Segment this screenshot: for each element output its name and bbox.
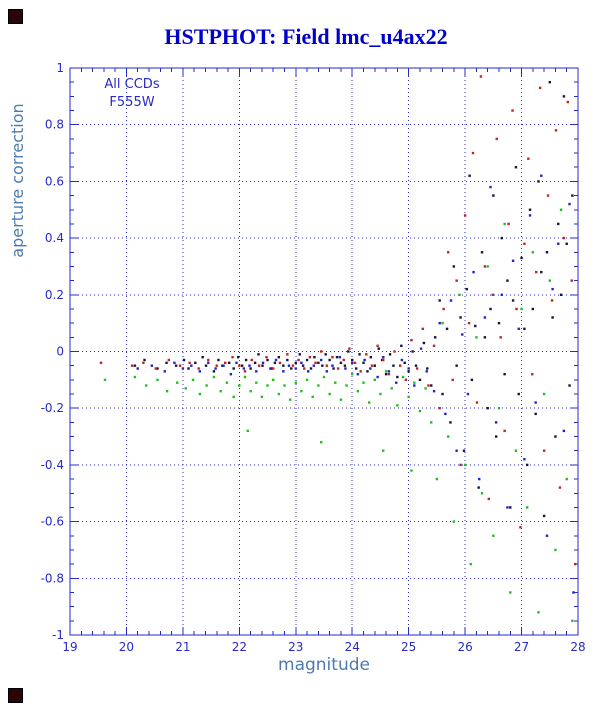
annotation-filter-f555w: F555W (109, 95, 155, 110)
series-ccd-blue (136, 174, 575, 594)
x-tick-label: 20 (119, 640, 134, 654)
y-tick-label: 0.4 (45, 231, 64, 245)
x-tick-label: 24 (345, 640, 360, 654)
x-tick-label: 28 (570, 640, 585, 654)
x-tick-label: 21 (175, 640, 190, 654)
x-tick-label: 25 (401, 640, 416, 654)
chart-title: HSTPHOT: Field lmc_u4ax22 (164, 24, 448, 49)
data-points (99, 75, 577, 623)
tick-labels: 19 20 21 22 23 24 25 26 27 28 -1 -0.8 -0.6 -0.4 -0.2 0 0… (41, 61, 586, 654)
x-tick-label: 27 (514, 640, 529, 654)
y-tick-label: -0.4 (41, 458, 64, 472)
x-tick-label: 22 (232, 640, 247, 654)
y-tick-label: -0.6 (41, 515, 64, 529)
y-tick-label: 0.8 (45, 118, 64, 132)
plot-annotation: All CCDs F555W (84, 76, 180, 112)
y-tick-label: -1 (52, 628, 64, 642)
corner-artifact-top-left (8, 9, 23, 24)
grid-lines (70, 68, 578, 635)
series-ccd-green (103, 208, 574, 623)
y-tick-label: 1 (56, 61, 64, 75)
y-tick-label: 0 (56, 345, 64, 359)
series-ccd-red (99, 75, 577, 566)
x-tick-label: 23 (288, 640, 303, 654)
x-axis-label: magnitude (278, 655, 370, 675)
x-tick-label: 26 (457, 640, 472, 654)
corner-artifact-bottom-left (8, 688, 23, 703)
series-ccd-black (133, 80, 574, 518)
y-axis-label: aperture correction (8, 103, 27, 258)
y-tick-label: 0.6 (45, 174, 64, 188)
y-tick-label: -0.8 (41, 571, 64, 585)
x-tick-label: 19 (62, 640, 77, 654)
y-tick-label: -0.2 (41, 401, 64, 415)
y-tick-label: 0.2 (45, 288, 64, 302)
annotation-all-ccds: All CCDs (104, 77, 160, 92)
